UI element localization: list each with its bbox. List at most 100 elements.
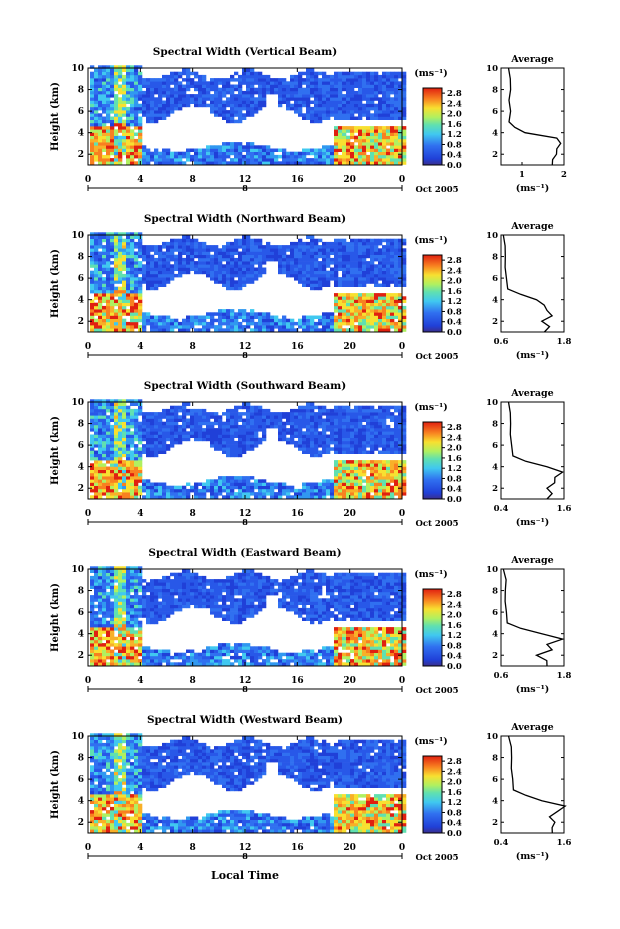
colorbar-tick: 0.8 bbox=[447, 307, 462, 317]
side-y-tick: 4 bbox=[492, 797, 498, 807]
heatmap-cells bbox=[90, 399, 407, 499]
side-y-tick: 2 bbox=[492, 150, 498, 160]
date-label: Oct 2005 bbox=[415, 853, 458, 863]
x-tick-label: 0 bbox=[85, 676, 91, 686]
x-tick-label: 4 bbox=[137, 843, 143, 853]
date-label: Oct 2005 bbox=[415, 686, 458, 696]
y-axis-label: Height (km) bbox=[50, 583, 61, 652]
side-y-tick: 6 bbox=[492, 441, 498, 451]
side-x-tick: 1.6 bbox=[557, 838, 572, 848]
x-tick-label: 12 bbox=[239, 509, 252, 519]
side-y-tick: 2 bbox=[492, 818, 498, 828]
colorbar-tick: 0.4 bbox=[447, 485, 462, 495]
colorbar-tick: 1.6 bbox=[447, 788, 462, 798]
side-y-tick: 6 bbox=[492, 775, 498, 785]
y-tick-label: 8 bbox=[78, 253, 84, 263]
side-frame bbox=[500, 568, 565, 667]
x-tick-label: 16 bbox=[291, 843, 304, 853]
y-axis-label: Height (km) bbox=[50, 750, 61, 819]
colorbar-tick: 1.6 bbox=[447, 120, 462, 130]
x-tick-label: 8 bbox=[190, 509, 196, 519]
day-marker-label: 8 bbox=[242, 684, 248, 694]
panel-4: Spectral Width (Westward Beam)0 4 8 12 16 20 0… bbox=[50, 714, 571, 863]
x-tick-label: 0 bbox=[399, 342, 405, 352]
side-y-tick: 8 bbox=[492, 420, 498, 430]
colorbar-tick: 2.4 bbox=[447, 600, 462, 610]
y-tick-label: 2 bbox=[78, 651, 84, 661]
day-marker-label: 8 bbox=[242, 183, 248, 193]
average-profile-line bbox=[507, 401, 565, 500]
side-y-tick: 6 bbox=[492, 274, 498, 284]
colorbar-tick: 0.8 bbox=[447, 474, 462, 484]
side-x-tick: 1.8 bbox=[557, 337, 572, 347]
date-label: Oct 2005 bbox=[415, 352, 458, 362]
side-x-label: (ms⁻¹) bbox=[516, 350, 550, 361]
colorbar-tick: 1.6 bbox=[447, 287, 462, 297]
side-y-tick: 4 bbox=[492, 463, 498, 473]
colorbar-tick: 0.0 bbox=[447, 829, 462, 839]
y-tick-label: 10 bbox=[71, 231, 84, 241]
colorbar-tick: 1.6 bbox=[447, 621, 462, 631]
heatmap-cells bbox=[90, 232, 407, 332]
side-y-tick: 10 bbox=[486, 732, 498, 742]
side-title: Average bbox=[510, 54, 553, 65]
colorbar bbox=[422, 421, 443, 500]
x-tick-label: 4 bbox=[137, 175, 143, 185]
colorbar-tick: 0.8 bbox=[447, 641, 462, 651]
average-profile-line bbox=[502, 568, 565, 667]
x-tick-label: 12 bbox=[239, 175, 252, 185]
x-axis-label: Local Time bbox=[211, 869, 279, 882]
y-tick-label: 4 bbox=[78, 463, 84, 473]
colorbar-tick: 2.4 bbox=[447, 99, 462, 109]
side-frame bbox=[500, 234, 565, 333]
y-tick-label: 6 bbox=[78, 775, 84, 785]
colorbar-tick: 1.2 bbox=[447, 631, 462, 641]
y-tick-label: 4 bbox=[78, 296, 84, 306]
side-x-label: (ms⁻¹) bbox=[516, 183, 550, 194]
y-tick-label: 10 bbox=[71, 398, 84, 408]
y-tick-label: 2 bbox=[78, 818, 84, 828]
colorbar-tick: 1.2 bbox=[447, 130, 462, 140]
panel-title: Spectral Width (Westward Beam) bbox=[147, 714, 343, 726]
x-tick-label: 20 bbox=[343, 509, 356, 519]
x-tick-label: 0 bbox=[85, 843, 91, 853]
y-tick-label: 2 bbox=[78, 317, 84, 327]
date-label: Oct 2005 bbox=[415, 185, 458, 195]
y-tick-label: 8 bbox=[78, 420, 84, 430]
colorbar-tick: 0.4 bbox=[447, 652, 462, 662]
x-tick-label: 12 bbox=[239, 676, 252, 686]
day-marker-label: 8 bbox=[242, 517, 248, 527]
side-title: Average bbox=[510, 221, 553, 232]
side-y-tick: 2 bbox=[492, 651, 498, 661]
side-frame bbox=[500, 67, 565, 166]
colorbar-tick: 2.8 bbox=[447, 423, 462, 433]
y-tick-label: 8 bbox=[78, 587, 84, 597]
colorbar-tick: 2.4 bbox=[447, 433, 462, 443]
side-y-tick: 10 bbox=[486, 565, 498, 575]
colorbar-tick: 2.0 bbox=[447, 110, 462, 120]
x-tick-label: 8 bbox=[190, 676, 196, 686]
panel-1: Spectral Width (Northward Beam)0 4 8 12 16 20… bbox=[50, 213, 571, 362]
x-tick-label: 0 bbox=[399, 843, 405, 853]
panel-0: Spectral Width (Vertical Beam)0 4 8 12 16 20 0… bbox=[50, 46, 567, 195]
x-tick-label: 16 bbox=[291, 342, 304, 352]
x-tick-label: 8 bbox=[190, 342, 196, 352]
x-tick-label: 0 bbox=[85, 509, 91, 519]
side-x-tick: 0.6 bbox=[494, 671, 509, 681]
side-x-tick: 1.6 bbox=[557, 504, 572, 514]
colorbar-tick: 0.0 bbox=[447, 495, 462, 505]
side-x-label: (ms⁻¹) bbox=[516, 684, 550, 695]
side-y-tick: 2 bbox=[492, 484, 498, 494]
side-frame bbox=[500, 735, 565, 834]
side-frame bbox=[500, 401, 565, 500]
side-y-tick: 8 bbox=[492, 86, 498, 96]
side-x-label: (ms⁻¹) bbox=[516, 517, 550, 528]
x-tick-label: 20 bbox=[343, 676, 356, 686]
x-tick-label: 16 bbox=[291, 509, 304, 519]
colorbar-tick: 2.4 bbox=[447, 266, 462, 276]
side-x-tick: 0.6 bbox=[494, 337, 509, 347]
colorbar-tick: 1.2 bbox=[447, 798, 462, 808]
y-tick-label: 4 bbox=[78, 630, 84, 640]
colorbar-tick: 0.8 bbox=[447, 140, 462, 150]
colorbar-tick: 2.8 bbox=[447, 89, 462, 99]
